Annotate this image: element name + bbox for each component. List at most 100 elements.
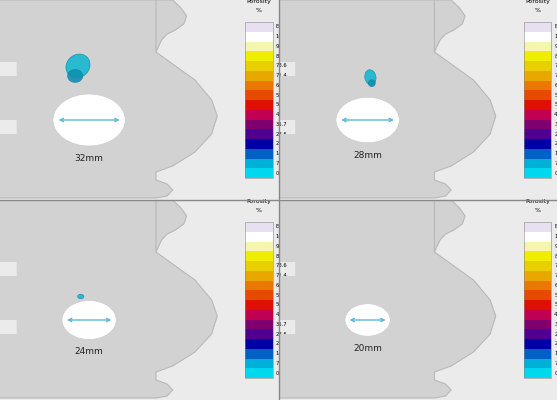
Bar xyxy=(524,90,551,100)
Bar xyxy=(524,358,551,368)
Bar xyxy=(245,242,273,251)
Text: Empty: Empty xyxy=(276,224,293,229)
Text: 28.6: 28.6 xyxy=(276,132,287,137)
Text: 71.4: 71.4 xyxy=(554,273,557,278)
Bar xyxy=(524,22,551,178)
Circle shape xyxy=(53,94,125,146)
Polygon shape xyxy=(434,0,465,52)
Text: 92.9: 92.9 xyxy=(276,44,287,49)
Text: 21.4: 21.4 xyxy=(554,141,557,146)
Bar xyxy=(245,339,273,349)
Text: 7.1: 7.1 xyxy=(554,161,557,166)
Bar xyxy=(245,90,273,100)
Bar xyxy=(524,120,551,129)
Bar xyxy=(524,168,551,178)
Text: 100.0: 100.0 xyxy=(554,34,557,39)
Text: 50.0: 50.0 xyxy=(554,302,557,307)
Text: 78.6: 78.6 xyxy=(554,263,557,268)
Text: 14.3: 14.3 xyxy=(554,151,557,156)
Bar xyxy=(524,339,551,349)
Bar xyxy=(524,149,551,158)
Text: 85.7: 85.7 xyxy=(276,254,287,259)
Text: 0.0: 0.0 xyxy=(276,371,284,376)
Text: 57.1: 57.1 xyxy=(554,293,557,298)
Bar xyxy=(245,61,273,71)
Bar xyxy=(245,22,273,178)
Text: %: % xyxy=(256,208,262,213)
Bar xyxy=(245,329,273,339)
Polygon shape xyxy=(156,0,187,52)
Text: 14.3: 14.3 xyxy=(276,351,287,356)
Bar xyxy=(524,222,551,378)
Text: 28mm: 28mm xyxy=(353,151,382,160)
Bar xyxy=(524,300,551,310)
Text: 71.4: 71.4 xyxy=(276,273,287,278)
Text: 78.6: 78.6 xyxy=(554,63,557,68)
Bar xyxy=(524,280,551,290)
Text: 57.1: 57.1 xyxy=(276,93,287,98)
Bar xyxy=(245,358,273,368)
Text: 50.0: 50.0 xyxy=(276,102,287,107)
Text: 14.3: 14.3 xyxy=(554,351,557,356)
Bar xyxy=(245,139,273,149)
Polygon shape xyxy=(278,0,496,198)
Bar xyxy=(524,222,551,232)
Text: 21.4: 21.4 xyxy=(276,341,287,346)
Bar xyxy=(524,80,551,90)
Text: Porosity: Porosity xyxy=(525,199,550,204)
Text: 32mm: 32mm xyxy=(75,154,104,163)
Ellipse shape xyxy=(78,294,84,299)
Bar xyxy=(245,168,273,178)
Bar xyxy=(245,100,273,110)
Text: 20mm: 20mm xyxy=(353,344,382,353)
Text: 35.7: 35.7 xyxy=(554,322,557,327)
Polygon shape xyxy=(278,200,496,398)
Bar xyxy=(245,261,273,271)
Bar xyxy=(245,310,273,320)
Text: Empty: Empty xyxy=(554,224,557,229)
Text: 85.7: 85.7 xyxy=(276,54,287,59)
Text: 100.0: 100.0 xyxy=(276,34,291,39)
Bar xyxy=(524,329,551,339)
Text: 28.6: 28.6 xyxy=(554,332,557,337)
Text: 14.3: 14.3 xyxy=(276,151,287,156)
Bar xyxy=(524,61,551,71)
Bar xyxy=(524,261,551,271)
Text: 42.9: 42.9 xyxy=(554,112,557,117)
Text: %: % xyxy=(256,8,262,13)
Text: 85.7: 85.7 xyxy=(554,54,557,59)
Bar xyxy=(245,149,273,158)
Text: 35.7: 35.7 xyxy=(276,322,287,327)
Bar xyxy=(524,71,551,80)
Circle shape xyxy=(345,304,390,336)
Bar xyxy=(245,80,273,90)
Text: 64.3: 64.3 xyxy=(276,283,287,288)
Bar xyxy=(524,22,551,32)
Text: 64.3: 64.3 xyxy=(276,83,287,88)
Text: Empty: Empty xyxy=(554,24,557,29)
Bar xyxy=(245,120,273,129)
Bar xyxy=(524,100,551,110)
Text: 78.6: 78.6 xyxy=(276,63,287,68)
Bar xyxy=(245,280,273,290)
Ellipse shape xyxy=(368,80,375,87)
Bar xyxy=(524,310,551,320)
Polygon shape xyxy=(156,200,187,252)
Text: 7.1: 7.1 xyxy=(276,161,284,166)
Bar xyxy=(524,368,551,378)
Bar xyxy=(524,51,551,61)
Text: 64.3: 64.3 xyxy=(554,283,557,288)
Bar xyxy=(524,139,551,149)
Text: 24mm: 24mm xyxy=(75,348,104,356)
Text: Porosity: Porosity xyxy=(247,0,271,4)
Bar xyxy=(245,222,273,232)
Text: 71.4: 71.4 xyxy=(554,73,557,78)
Text: 21.4: 21.4 xyxy=(276,141,287,146)
Text: Porosity: Porosity xyxy=(525,0,550,4)
Bar xyxy=(524,158,551,168)
Bar xyxy=(524,271,551,280)
Circle shape xyxy=(336,97,399,143)
Bar xyxy=(245,158,273,168)
Polygon shape xyxy=(434,200,465,252)
Text: 71.4: 71.4 xyxy=(276,73,287,78)
